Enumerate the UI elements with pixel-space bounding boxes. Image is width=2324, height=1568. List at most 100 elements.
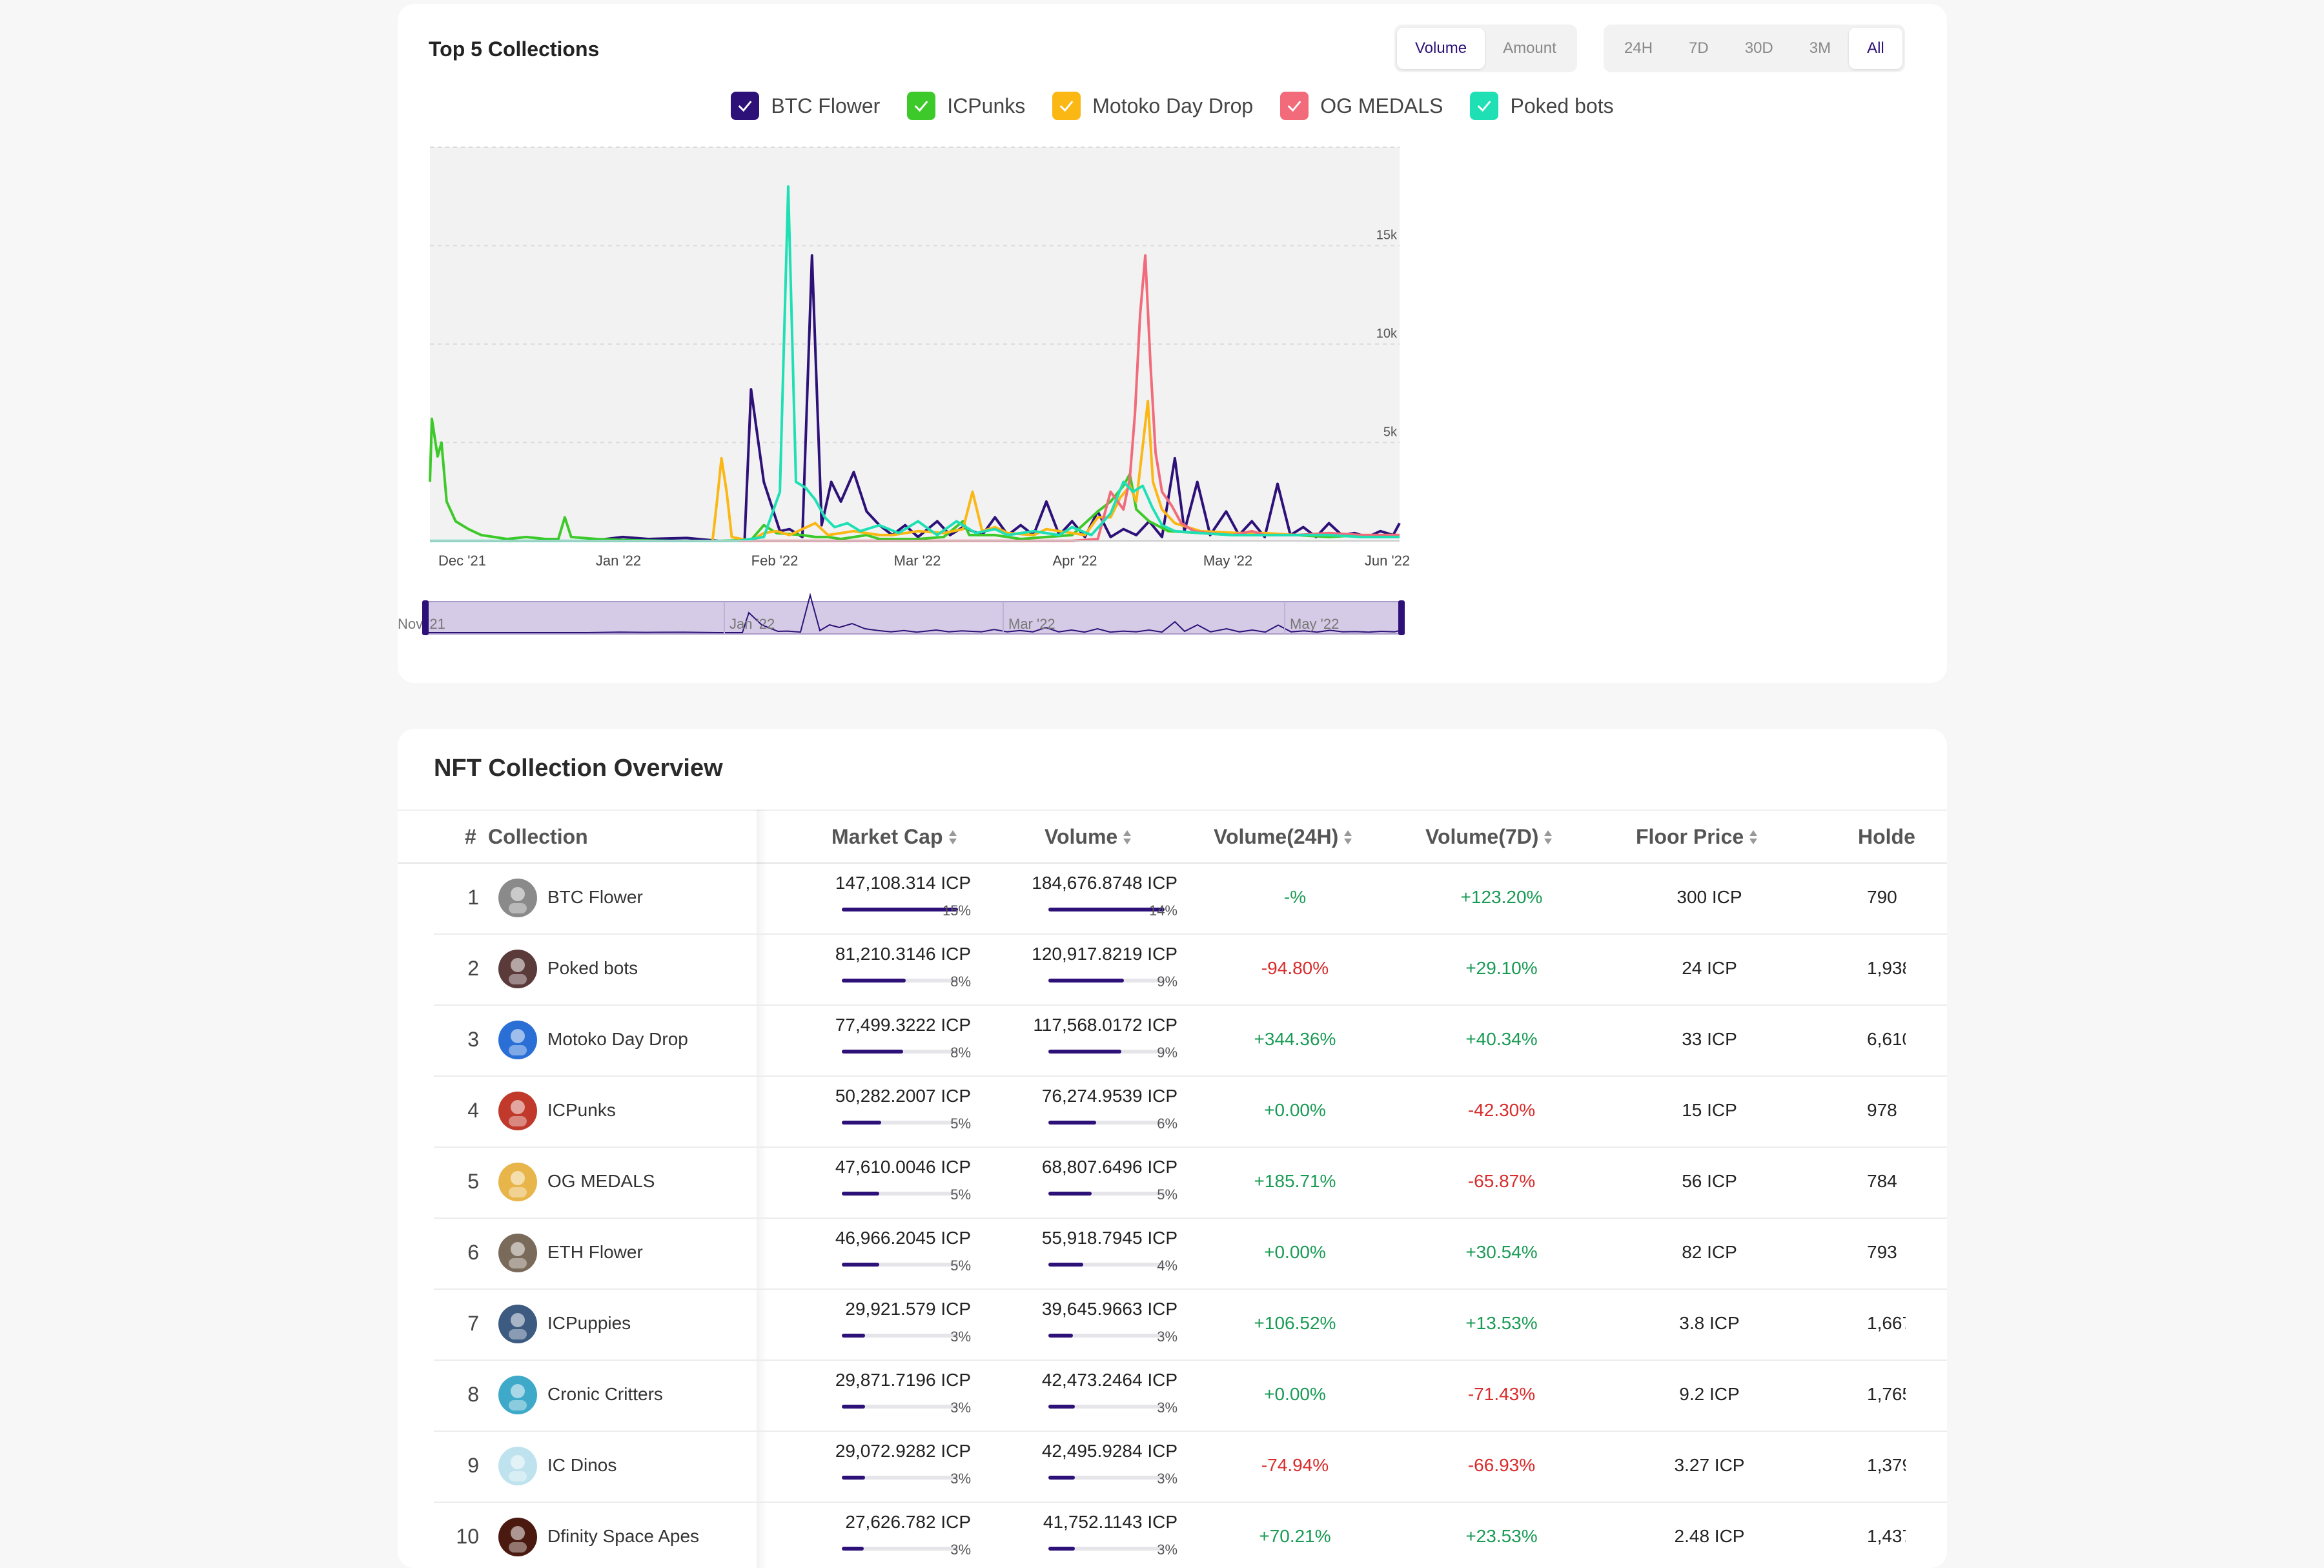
range-option-all[interactable]: All: [1849, 28, 1902, 69]
header-market-cap[interactable]: Market Cap: [831, 811, 957, 862]
row-rank: 8: [467, 1383, 479, 1406]
table-row[interactable]: 3 Motoko Day Drop 77,499.3222 ICP 8% 117,568…: [434, 1004, 1947, 1077]
floor-price: 33 ICP: [1682, 1029, 1737, 1049]
volume-percent: 3%: [1157, 1471, 1177, 1487]
market-cap-bar-fill: [842, 979, 906, 983]
volume-24h-change: +70.21%: [1259, 1526, 1331, 1546]
volume-percent: 9%: [1157, 973, 1177, 990]
x-tick-label: Apr '22: [1052, 553, 1097, 569]
collection-overview-card: NFT Collection Overview # Collection Mar…: [398, 729, 1947, 1568]
table-row[interactable]: 1 BTC Flower 147,108.314 ICP 15% 184,676.874…: [434, 862, 1947, 935]
volume-value: 39,645.9663 ICP: [1041, 1299, 1177, 1319]
collection-name[interactable]: Poked bots: [547, 958, 638, 978]
table-row[interactable]: 4 ICPunks 50,282.2007 ICP 5% 76,274.9539 ICP…: [434, 1075, 1947, 1148]
collection-name[interactable]: BTC Flower: [547, 887, 643, 907]
collection-name[interactable]: ETH Flower: [547, 1242, 643, 1262]
table-row[interactable]: 10 Dfinity Space Apes 27,626.782 ICP 3% 41,7…: [434, 1502, 1947, 1568]
collection-name[interactable]: Dfinity Space Apes: [547, 1526, 700, 1546]
volume-bar: [1048, 979, 1165, 983]
market-cap-bar: [842, 1334, 958, 1338]
collection-name[interactable]: Cronic Critters: [547, 1384, 663, 1404]
table-row[interactable]: 8 Cronic Critters 29,871.7196 ICP 3% 42,473.…: [434, 1359, 1947, 1432]
y-tick-label: 10k: [1376, 327, 1398, 341]
collection-name[interactable]: IC Dinos: [547, 1455, 617, 1475]
legend-item[interactable]: Motoko Day Drop: [1052, 92, 1253, 120]
table-row[interactable]: 5 OG MEDALS 47,610.0046 ICP 5% 68,807.6496 I…: [434, 1146, 1947, 1219]
collection-name[interactable]: ICPunks: [547, 1100, 616, 1120]
navigator-series: [426, 593, 1402, 633]
holders-count: 790: [1867, 887, 1897, 907]
market-cap-bar: [842, 1192, 958, 1196]
floor-price: 15 ICP: [1682, 1100, 1737, 1120]
volume-7d-change: +40.34%: [1465, 1029, 1538, 1049]
metric-option-volume[interactable]: Volume: [1397, 28, 1485, 69]
volume-percent: 14%: [1148, 902, 1177, 919]
range-option-30d[interactable]: 30D: [1744, 39, 1773, 57]
metric-option-amount[interactable]: Amount: [1503, 39, 1556, 57]
market-cap-percent: 5%: [950, 1186, 971, 1203]
volume-bar-fill: [1048, 908, 1165, 911]
series-line: [430, 254, 1401, 542]
medal-avatar: [498, 1163, 537, 1201]
range-option-24h[interactable]: 24H: [1624, 39, 1653, 57]
legend-item[interactable]: OG MEDALS: [1280, 92, 1443, 120]
volume-value: 42,495.9284 ICP: [1041, 1441, 1177, 1461]
market-cap-bar-fill: [842, 1405, 865, 1409]
header-volume-7d[interactable]: Volume(7D): [1425, 811, 1553, 862]
collection-name[interactable]: Motoko Day Drop: [547, 1029, 688, 1049]
volume-24h-change: -94.80%: [1261, 958, 1329, 978]
punk-avatar: [498, 1092, 537, 1130]
holders-count: 1,667: [1867, 1313, 1906, 1333]
sort-icon: [1749, 813, 1758, 864]
navigator-handle-left[interactable]: [422, 600, 429, 635]
robot-avatar: [498, 950, 537, 988]
volume-7d-change: -65.87%: [1467, 1171, 1536, 1191]
navigator-handle-right[interactable]: [1398, 600, 1405, 635]
market-cap-bar-fill: [842, 1263, 879, 1267]
volume-7d-change: -42.30%: [1467, 1100, 1536, 1120]
volume-percent: 3%: [1157, 1329, 1177, 1345]
range-option-3m[interactable]: 3M: [1809, 39, 1831, 57]
volume-bar-fill: [1048, 979, 1124, 983]
holders-count: 1,379: [1867, 1455, 1906, 1475]
header-volume[interactable]: Volume: [1045, 811, 1132, 862]
table-title: NFT Collection Overview: [434, 755, 723, 782]
volume-bar: [1048, 1192, 1165, 1196]
header-volume-24h[interactable]: Volume(24H): [1214, 811, 1352, 862]
volume-value: 117,568.0172 ICP: [1033, 1015, 1177, 1035]
volume-bar-fill: [1048, 1121, 1096, 1125]
header-holders[interactable]: Holde: [1858, 825, 1915, 848]
volume-bar: [1048, 1263, 1165, 1267]
legend-item[interactable]: ICPunks: [907, 92, 1025, 120]
sort-icon: [948, 813, 957, 864]
market-cap-bar: [842, 1547, 958, 1551]
market-cap-percent: 5%: [950, 1115, 971, 1132]
holders-count: 1,765: [1867, 1384, 1906, 1404]
table-row[interactable]: 7 ICPuppies 29,921.579 ICP 3% 39,645.9663 IC…: [434, 1288, 1947, 1361]
market-cap-value: 29,871.7196 ICP: [835, 1370, 971, 1390]
market-cap-percent: 8%: [950, 973, 971, 990]
range-option-7d[interactable]: 7D: [1689, 39, 1709, 57]
volume-bar: [1048, 1547, 1165, 1551]
legend-item[interactable]: Poked bots: [1470, 92, 1614, 120]
volume-bar-fill: [1048, 1334, 1073, 1338]
collection-name[interactable]: ICPuppies: [547, 1313, 631, 1333]
volume-24h-change: +0.00%: [1264, 1384, 1326, 1404]
navigator-tick-label: Nov '21: [398, 616, 445, 632]
floor-price: 24 ICP: [1682, 958, 1737, 978]
header-volume-label: Volume: [1045, 825, 1118, 848]
volume-bar: [1048, 1334, 1165, 1338]
table-row[interactable]: 2 Poked bots 81,210.3146 ICP 8% 120,917.8219…: [434, 933, 1947, 1006]
table-row[interactable]: 6 ETH Flower 46,966.2045 ICP 5% 55,918.7945 …: [434, 1217, 1947, 1290]
legend-label: OG MEDALS: [1320, 94, 1443, 117]
legend-item[interactable]: BTC Flower: [731, 92, 880, 120]
chart-legend: BTC Flower ICPunks Motoko Day Drop OG MEDAL…: [398, 92, 1947, 120]
table-row[interactable]: 9 IC Dinos 29,072.9282 ICP 3% 42,495.9284 IC…: [434, 1431, 1947, 1503]
volume-percent: 4%: [1157, 1257, 1177, 1274]
header-floor-price[interactable]: Floor Price: [1636, 811, 1758, 862]
navigator-tick-label: Jan '22: [729, 616, 775, 632]
market-cap-bar-fill: [842, 1192, 879, 1196]
volume-bar-fill: [1048, 1050, 1122, 1054]
collection-name[interactable]: OG MEDALS: [547, 1171, 655, 1191]
volume-value: 41,752.1143 ICP: [1043, 1512, 1177, 1532]
